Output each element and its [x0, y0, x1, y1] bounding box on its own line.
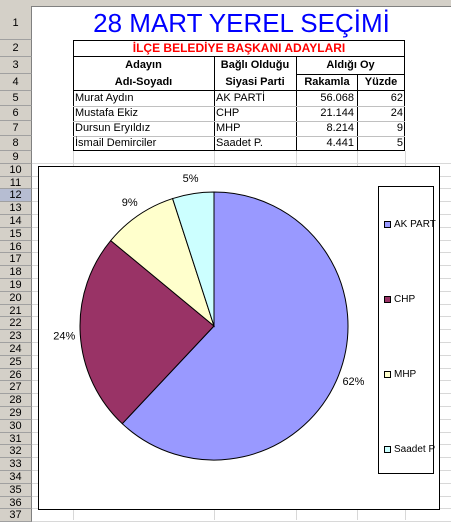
legend-item[interactable]: AK PART — [384, 219, 436, 230]
row-header[interactable]: 33 — [0, 458, 32, 471]
legend-label: Saadet P — [394, 444, 436, 455]
table-vline-3 — [357, 74, 358, 151]
row-header[interactable]: 20 — [0, 291, 32, 305]
row-header[interactable]: 3 — [0, 57, 32, 74]
candidate-name-cell[interactable]: İsmail Demirciler — [75, 137, 157, 149]
pie-slice[interactable] — [121, 191, 349, 461]
legend-label: MHP — [394, 369, 417, 380]
vote-percent-cell[interactable]: 5 — [396, 137, 403, 149]
party-cell[interactable]: Saadet P. — [216, 137, 263, 149]
pie-slice[interactable] — [171, 191, 215, 327]
row-header[interactable]: 13 — [0, 202, 32, 215]
pie-chart-area[interactable]: 62% 24% 9% 5% — [38, 166, 440, 510]
row-header[interactable]: 15 — [0, 227, 32, 241]
row-header[interactable]: 14 — [0, 215, 32, 228]
col-name-header-1[interactable]: Adayın — [125, 59, 162, 71]
table-row-line-3 — [73, 136, 405, 137]
vote-percent-cell[interactable]: 62 — [390, 92, 403, 104]
pie-data-label[interactable]: 5% — [183, 173, 199, 185]
candidate-name-cell[interactable]: Dursun Eryıldız — [75, 122, 151, 134]
vote-percent-cell[interactable]: 24 — [390, 107, 403, 119]
table-header-divider — [73, 40, 405, 57]
col-votes-group-header[interactable]: Aldığı Oy — [326, 59, 375, 71]
row-header[interactable]: 24 — [0, 343, 32, 356]
vote-percent-cell[interactable]: 9 — [396, 122, 403, 134]
candidate-name-cell[interactable]: Murat Aydın — [75, 92, 134, 104]
chart-legend[interactable]: AK PART CHP MHP Saadet P — [378, 186, 436, 474]
col-votes-percent-header[interactable]: Yüzde — [364, 76, 398, 88]
row-header[interactable]: 32 — [0, 445, 32, 459]
row-header[interactable]: 27 — [0, 381, 32, 395]
party-cell[interactable]: MHP — [216, 122, 241, 134]
col-votes-count-header[interactable]: Rakamla — [304, 76, 350, 88]
row-header[interactable]: 23 — [0, 330, 32, 343]
row-header[interactable]: 35 — [0, 483, 32, 497]
row-header[interactable]: 1 — [0, 6, 32, 40]
pie-data-label[interactable]: 62% — [342, 376, 364, 388]
row-header[interactable]: 26 — [0, 368, 32, 382]
row-header[interactable]: 30 — [0, 419, 32, 433]
pie-data-label[interactable]: 24% — [53, 330, 75, 342]
table-outline — [73, 40, 405, 151]
column-header-bar[interactable] — [0, 0, 451, 7]
row-header[interactable]: 25 — [0, 355, 32, 369]
gridline — [32, 162, 451, 164]
row-header[interactable]: 9 — [0, 151, 32, 164]
row-header[interactable]: 31 — [0, 432, 32, 446]
table-row-line-2 — [73, 121, 405, 122]
row-header[interactable]: 22 — [0, 317, 32, 331]
legend-label: AK PART — [394, 219, 436, 230]
legend-swatch — [384, 295, 391, 303]
legend-swatch — [384, 370, 391, 378]
legend-label: CHP — [394, 294, 416, 305]
row-header[interactable]: 4 — [0, 74, 32, 91]
row-header[interactable]: 28 — [0, 394, 32, 407]
pie-slice[interactable] — [79, 239, 215, 425]
pie-data-label[interactable]: 9% — [122, 197, 138, 209]
vote-count-cell[interactable]: 4.441 — [326, 137, 354, 149]
table-row-line-1 — [73, 106, 405, 107]
row-header[interactable]: 6 — [0, 106, 32, 121]
row-header[interactable]: 17 — [0, 253, 32, 267]
row-header[interactable]: 2 — [0, 40, 32, 57]
row-header[interactable]: 11 — [0, 176, 32, 190]
row-header[interactable]: 19 — [0, 279, 32, 292]
col-party-header-2[interactable]: Siyasi Parti — [225, 76, 285, 88]
row-header[interactable]: 18 — [0, 266, 32, 279]
vote-count-cell[interactable]: 56.068 — [320, 92, 354, 104]
row-header[interactable]: 10 — [0, 163, 32, 177]
col-party-header-1[interactable]: Bağlı Olduğu — [220, 59, 290, 71]
row-header[interactable]: 37 — [0, 509, 32, 522]
legend-swatch — [384, 220, 391, 228]
col-name-header-2[interactable]: Adı-Soyadı — [114, 76, 173, 88]
row-header[interactable]: 16 — [0, 240, 32, 254]
pie-chart[interactable]: 62% 24% 9% 5% — [39, 167, 441, 511]
row-header[interactable]: 7 — [0, 121, 32, 136]
table-subhead-divider — [296, 74, 405, 75]
row-header[interactable]: 8 — [0, 136, 32, 151]
table-colhead-divider — [73, 57, 405, 91]
table-vline-1 — [214, 57, 215, 151]
row-header[interactable]: 29 — [0, 407, 32, 420]
party-cell[interactable]: AK PARTİ — [216, 92, 266, 104]
vote-count-cell[interactable]: 21.144 — [320, 107, 354, 119]
party-cell[interactable]: CHP — [216, 107, 240, 119]
vote-count-cell[interactable]: 8.214 — [326, 122, 354, 134]
table-vline-2 — [296, 57, 297, 151]
legend-item[interactable]: Saadet P — [384, 444, 435, 455]
row-header[interactable]: 12 — [0, 189, 32, 203]
table-title[interactable]: İLÇE BELEDİYE BAŞKANI ADAYLARI — [132, 41, 346, 55]
row-header[interactable]: 34 — [0, 471, 32, 484]
row-header[interactable]: 5 — [0, 91, 32, 106]
legend-swatch — [384, 445, 391, 453]
sheet-title[interactable]: 28 MART YEREL SEÇİMİ — [93, 8, 390, 38]
candidate-name-cell[interactable]: Mustafa Ekiz — [75, 107, 138, 119]
row-header[interactable]: 36 — [0, 496, 32, 510]
row-header[interactable]: 21 — [0, 304, 32, 318]
legend-item[interactable]: CHP — [384, 294, 415, 305]
legend-item[interactable]: MHP — [384, 369, 416, 380]
